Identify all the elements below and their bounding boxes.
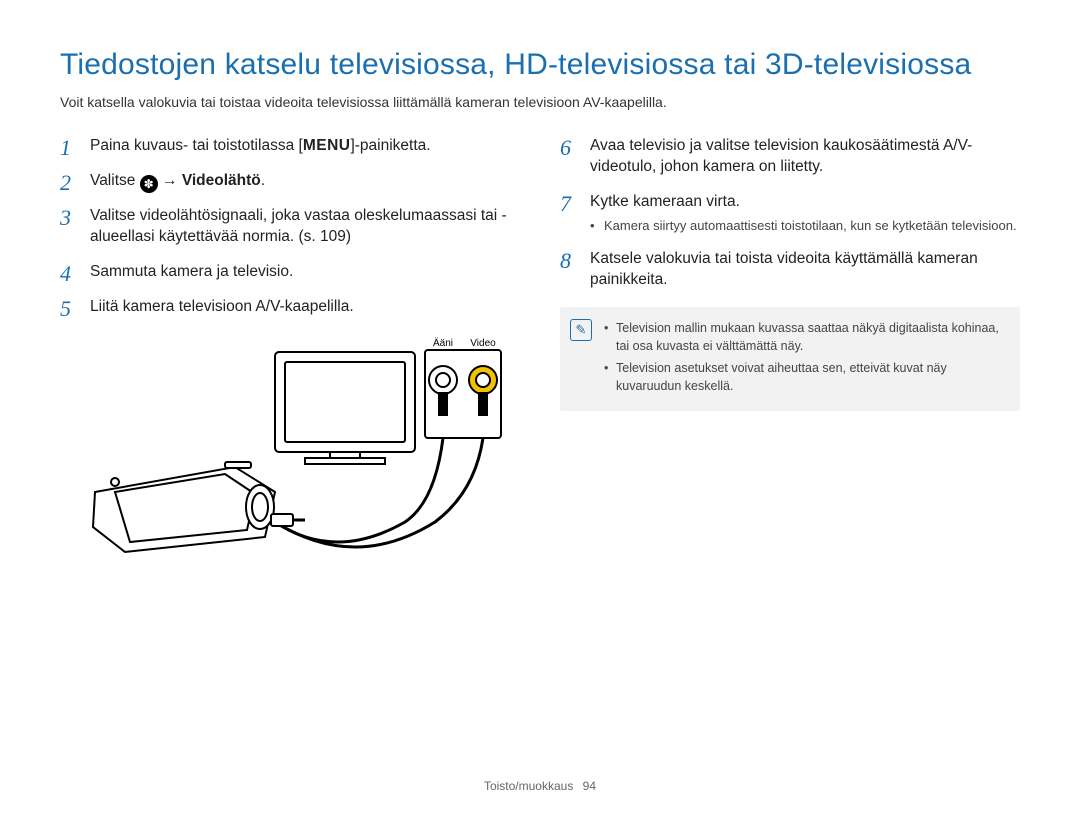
step-8: 8 Katsele valokuvia tai toista videoita … <box>560 249 1020 291</box>
step-number: 2 <box>60 168 84 198</box>
step-text-post: ]-painiketta. <box>350 137 430 154</box>
note-icon: ✎ <box>570 319 592 341</box>
audio-label: Ääni <box>433 337 453 349</box>
right-column: 6 Avaa televisio ja valitse television k… <box>560 136 1020 562</box>
page-subtitle: Voit katsella valokuvia tai toistaa vide… <box>60 94 1020 110</box>
page-footer: Toisto/muokkaus 94 <box>0 779 1080 793</box>
left-steps: 1 Paina kuvaus- tai toistotilassa [MENU]… <box>60 136 520 318</box>
note-box: ✎ Television mallin mukaan kuvassa saatt… <box>560 307 1020 412</box>
step-number: 8 <box>560 246 584 276</box>
step-4: 4 Sammuta kamera ja televisio. <box>60 262 520 283</box>
menu-glyph: MENU <box>303 137 351 154</box>
cable-video <box>275 438 483 547</box>
step-number: 5 <box>60 294 84 324</box>
note-item: Television asetukset voivat aiheuttaa se… <box>604 359 1006 395</box>
step-number: 6 <box>560 133 584 163</box>
step-text: Katsele valokuvia tai toista videoita kä… <box>590 250 978 288</box>
step-text-post: . <box>261 172 265 189</box>
step-text: Avaa televisio ja valitse television kau… <box>590 137 972 175</box>
step-1: 1 Paina kuvaus- tai toistotilassa [MENU]… <box>60 136 520 157</box>
step-number: 1 <box>60 133 84 163</box>
step-number: 3 <box>60 203 84 233</box>
step-text: Valitse <box>90 172 140 189</box>
step-number: 7 <box>560 189 584 219</box>
step-2: 2 Valitse → Videolähtö. <box>60 171 520 192</box>
step-text: Valitse videolähtösignaali, joka vastaa … <box>90 207 507 245</box>
step-text: Liitä kamera televisioon A/V-kaapelilla. <box>90 298 354 315</box>
video-label: Video <box>470 338 496 349</box>
av-connection-diagram: Ääni Video <box>60 332 520 562</box>
step-text: Paina kuvaus- tai toistotilassa [ <box>90 137 303 154</box>
mini-plug-icon <box>271 514 293 526</box>
step-7-sub: Kamera siirtyy automaattisesti toistotil… <box>590 217 1020 235</box>
step-3: 3 Valitse videolähtösignaali, joka vasta… <box>60 206 520 248</box>
step-7-sub-item: Kamera siirtyy automaattisesti toistotil… <box>590 217 1020 235</box>
diagram-svg: Ääni Video <box>75 332 505 562</box>
footer-page-number: 94 <box>583 779 596 793</box>
camera-icon <box>93 462 275 552</box>
note-list: Television mallin mukaan kuvassa saattaa… <box>604 319 1006 396</box>
arrow-icon: → <box>158 172 182 189</box>
step-5: 5 Liitä kamera televisioon A/V-kaapelill… <box>60 297 520 318</box>
step-number: 4 <box>60 259 84 289</box>
left-column: 1 Paina kuvaus- tai toistotilassa [MENU]… <box>60 136 520 562</box>
step-text: Kytke kameraan virta. <box>590 193 740 210</box>
manual-page: Tiedostojen katselu televisiossa, HD-tel… <box>0 0 1080 815</box>
content-columns: 1 Paina kuvaus- tai toistotilassa [MENU]… <box>60 136 1020 562</box>
step-7: 7 Kytke kameraan virta. Kamera siirtyy a… <box>560 192 1020 235</box>
step-text: Sammuta kamera ja televisio. <box>90 263 293 280</box>
step-6: 6 Avaa televisio ja valitse television k… <box>560 136 1020 178</box>
right-steps: 6 Avaa televisio ja valitse television k… <box>560 136 1020 291</box>
page-title: Tiedostojen katselu televisiossa, HD-tel… <box>60 48 1020 82</box>
videolahto-label: Videolähtö <box>182 172 261 189</box>
gear-icon <box>140 175 158 193</box>
note-item: Television mallin mukaan kuvassa saattaa… <box>604 319 1006 355</box>
footer-section: Toisto/muokkaus <box>484 779 573 793</box>
